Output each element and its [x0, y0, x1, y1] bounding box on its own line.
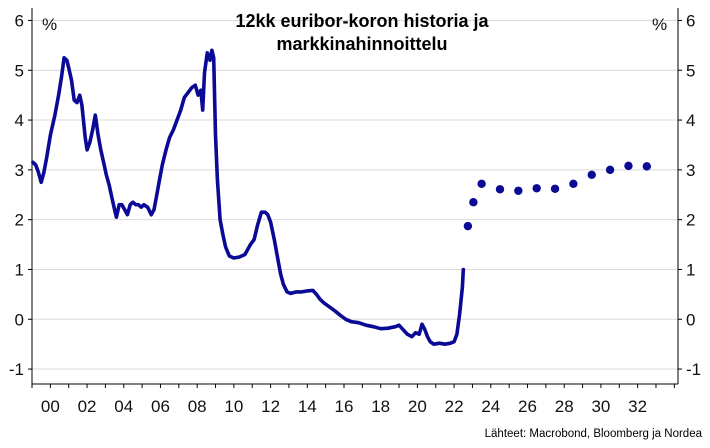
market-pricing-point — [642, 162, 652, 171]
x-tick-label: 18 — [371, 397, 390, 416]
y-tick-label-left: 6 — [15, 11, 24, 30]
x-tick-label: 00 — [41, 397, 60, 416]
x-tick-label: 26 — [518, 397, 537, 416]
y-tick-label-right: 6 — [686, 11, 695, 30]
y-tick-label-left: 1 — [15, 260, 24, 279]
x-tick-label: 06 — [151, 397, 170, 416]
x-tick-label: 02 — [78, 397, 97, 416]
y-tick-label-left: 0 — [15, 310, 24, 329]
gridlines — [32, 19, 678, 370]
y-tick-label-left: -1 — [9, 360, 24, 379]
x-tick-label: 04 — [114, 397, 133, 416]
y-tick-label-right: 3 — [686, 161, 695, 180]
market-pricing-point — [495, 185, 505, 194]
series — [31, 48, 652, 346]
axes — [31, 8, 679, 385]
market-pricing-point — [463, 221, 473, 231]
x-tick-label: 30 — [591, 397, 610, 416]
unit-label-right: % — [652, 15, 667, 34]
x-tick-label: 32 — [628, 397, 647, 416]
y-tick-label-right: -1 — [686, 360, 701, 379]
market-pricing-point — [550, 184, 560, 193]
chart-title-line-1: 12kk euribor-koron historia ja — [235, 11, 489, 31]
historical-rate-line — [31, 48, 466, 346]
y-tick-label-right: 2 — [686, 211, 695, 230]
y-tick-label-right: 0 — [686, 310, 695, 329]
market-pricing-point — [587, 170, 596, 180]
x-tick-label: 08 — [188, 397, 207, 416]
chart-title-line-2: markkinahinnoittelu — [276, 34, 447, 54]
x-tick-label: 12 — [261, 397, 280, 416]
market-pricing-point — [514, 186, 523, 195]
y-tick-label-left: 3 — [15, 161, 24, 180]
y-tick-label-right: 1 — [686, 260, 695, 279]
y-tick-label-right: 4 — [686, 111, 695, 130]
source-note: Lähteet: Macrobond, Bloomberg ja Nordea — [485, 428, 703, 440]
x-tick-label: 24 — [481, 397, 500, 416]
unit-label-left: % — [42, 15, 57, 34]
x-tick-label: 14 — [298, 397, 317, 416]
y-tick-label-left: 2 — [15, 211, 24, 230]
market-pricing-point — [477, 179, 486, 188]
x-tick-label: 16 — [335, 397, 354, 416]
y-tick-label-left: 4 — [15, 111, 24, 130]
market-pricing-point — [605, 165, 615, 175]
x-tick-label: 28 — [555, 397, 574, 416]
market-pricing-point — [624, 161, 633, 171]
x-tick-label: 10 — [224, 397, 243, 416]
market-pricing-point — [532, 184, 541, 193]
x-tick-label: 22 — [445, 397, 464, 416]
market-pricing-point — [469, 198, 478, 207]
y-tick-label-left: 5 — [15, 61, 24, 80]
x-tick-label: 20 — [408, 397, 427, 416]
market-pricing-point — [569, 179, 578, 188]
ticks: -1 -10 01 12 23 34 45 56 600 02 04 06 08 10 12 14 16 18 20… — [9, 11, 701, 416]
y-tick-label-right: 5 — [686, 61, 695, 80]
